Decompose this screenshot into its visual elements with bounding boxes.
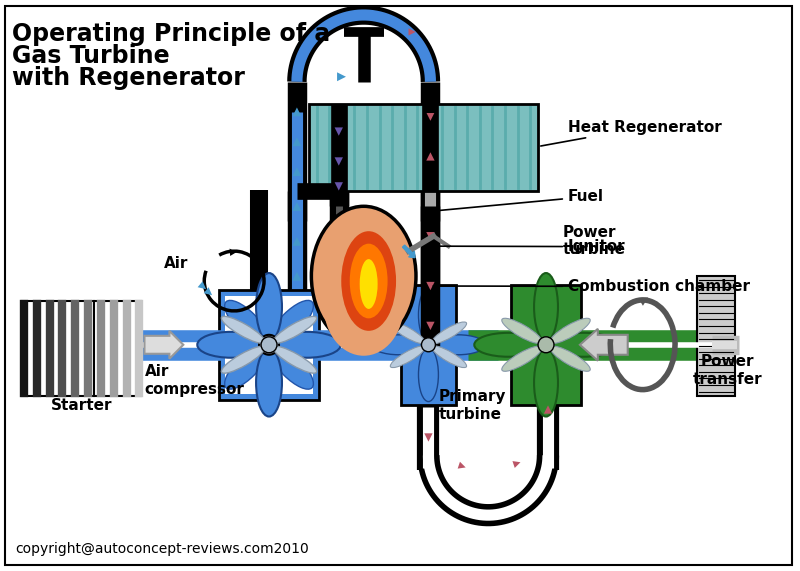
Text: Air: Air [165,256,189,271]
Ellipse shape [225,300,268,344]
Circle shape [261,337,277,353]
Ellipse shape [273,346,317,373]
Text: with Regenerator: with Regenerator [12,66,245,90]
Bar [219,290,319,400]
Text: Air
compressor: Air compressor [145,364,244,397]
Ellipse shape [225,345,268,389]
Ellipse shape [198,332,265,358]
FancyArrow shape [580,329,628,361]
Ellipse shape [208,334,266,356]
Circle shape [259,335,279,355]
Ellipse shape [256,349,282,416]
Ellipse shape [550,318,590,343]
Ellipse shape [222,316,265,343]
Bar [309,104,538,191]
Ellipse shape [550,333,618,357]
Ellipse shape [390,346,425,368]
Ellipse shape [222,346,265,373]
Ellipse shape [431,335,486,355]
Ellipse shape [273,316,317,343]
Text: Fuel: Fuel [434,190,604,211]
Ellipse shape [272,334,330,356]
Text: Starter: Starter [51,398,113,413]
Bar [22,301,142,396]
FancyArrow shape [145,331,183,359]
Ellipse shape [270,345,314,389]
Ellipse shape [502,346,542,371]
FancyArrow shape [402,245,415,258]
Ellipse shape [270,300,314,344]
Ellipse shape [534,273,558,341]
Ellipse shape [350,244,387,319]
Ellipse shape [258,348,280,405]
Ellipse shape [311,206,416,346]
Ellipse shape [418,288,438,342]
Ellipse shape [273,332,341,358]
Ellipse shape [324,256,403,356]
Ellipse shape [342,231,396,331]
Text: Primary
turbine: Primary turbine [438,389,506,422]
Text: Heat Regenerator: Heat Regenerator [541,119,722,146]
Ellipse shape [550,346,590,371]
Text: Power
transfer: Power transfer [693,355,762,387]
Bar [698,276,735,396]
Circle shape [538,337,554,353]
Text: Gas Turbine: Gas Turbine [12,44,170,68]
Ellipse shape [432,322,466,344]
Circle shape [422,338,435,352]
Text: Combustion chamber: Combustion chamber [434,279,750,294]
Ellipse shape [256,273,282,341]
Ellipse shape [418,348,438,401]
Bar [401,285,456,405]
Text: Ignitor: Ignitor [434,239,626,254]
Ellipse shape [372,335,426,355]
Ellipse shape [360,259,378,309]
Ellipse shape [390,322,425,344]
Bar [225,296,313,393]
Text: Operating Principle of a: Operating Principle of a [12,22,330,46]
Bar [511,285,581,405]
Ellipse shape [474,333,542,357]
Ellipse shape [502,318,542,343]
Text: Power
turbine: Power turbine [563,225,626,258]
Ellipse shape [534,349,558,416]
Ellipse shape [258,284,280,342]
Text: copyright@autoconcept-reviews.com2010: copyright@autoconcept-reviews.com2010 [15,542,309,556]
Ellipse shape [432,346,466,368]
